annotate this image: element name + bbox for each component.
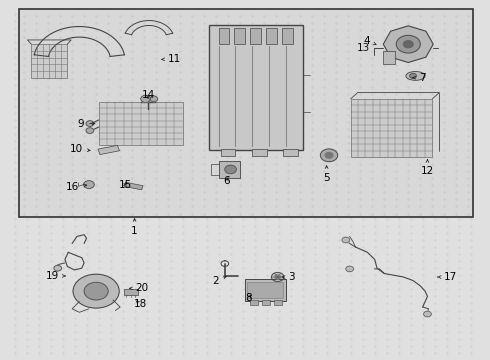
Text: 15: 15	[119, 180, 132, 190]
Bar	[245, 279, 286, 301]
Text: 17: 17	[438, 272, 457, 282]
Bar	[124, 289, 138, 294]
Text: 20: 20	[129, 283, 148, 293]
Circle shape	[225, 165, 236, 174]
Circle shape	[86, 121, 94, 126]
Text: 14: 14	[142, 90, 155, 100]
Bar	[282, 28, 293, 44]
Bar	[98, 102, 183, 145]
Bar	[252, 149, 267, 156]
Bar	[98, 145, 120, 154]
Circle shape	[342, 237, 350, 243]
Text: 1: 1	[131, 219, 138, 236]
Bar	[266, 28, 277, 44]
Circle shape	[86, 128, 94, 134]
Circle shape	[84, 282, 108, 300]
Text: 8: 8	[245, 293, 252, 303]
Bar	[383, 51, 395, 64]
Circle shape	[346, 266, 353, 272]
Circle shape	[141, 95, 150, 102]
Ellipse shape	[406, 72, 425, 80]
Bar	[221, 149, 235, 156]
Text: 13: 13	[357, 43, 370, 53]
Text: 9: 9	[77, 118, 95, 129]
Circle shape	[73, 274, 119, 308]
Circle shape	[84, 181, 94, 189]
Bar	[19, 9, 473, 217]
Circle shape	[410, 73, 416, 78]
Circle shape	[275, 275, 281, 279]
Text: 4: 4	[363, 36, 376, 46]
Text: 7: 7	[413, 73, 425, 83]
Circle shape	[424, 311, 431, 317]
Bar	[351, 99, 432, 157]
Polygon shape	[383, 26, 433, 63]
Circle shape	[396, 35, 420, 53]
Text: 2: 2	[212, 275, 226, 285]
Circle shape	[150, 96, 158, 102]
Bar	[124, 182, 143, 190]
Bar	[250, 28, 261, 44]
Text: 12: 12	[421, 160, 434, 176]
Bar	[283, 149, 298, 156]
Bar	[219, 28, 229, 44]
Bar	[247, 282, 283, 298]
Circle shape	[403, 41, 413, 48]
Text: 5: 5	[323, 166, 330, 183]
Text: 11: 11	[162, 54, 181, 64]
Bar	[250, 300, 258, 305]
Circle shape	[54, 265, 62, 271]
Bar	[262, 300, 270, 305]
Bar	[274, 300, 282, 305]
Circle shape	[271, 273, 284, 282]
Bar	[209, 25, 303, 150]
Text: 6: 6	[223, 176, 230, 186]
Bar	[234, 28, 245, 44]
Text: 10: 10	[70, 144, 90, 154]
Circle shape	[320, 149, 338, 162]
Text: 18: 18	[134, 299, 147, 309]
Text: 19: 19	[46, 271, 65, 281]
Bar	[31, 44, 67, 78]
Text: 16: 16	[66, 182, 87, 192]
Text: 3: 3	[282, 272, 295, 282]
Bar	[219, 161, 240, 178]
Circle shape	[325, 153, 333, 158]
